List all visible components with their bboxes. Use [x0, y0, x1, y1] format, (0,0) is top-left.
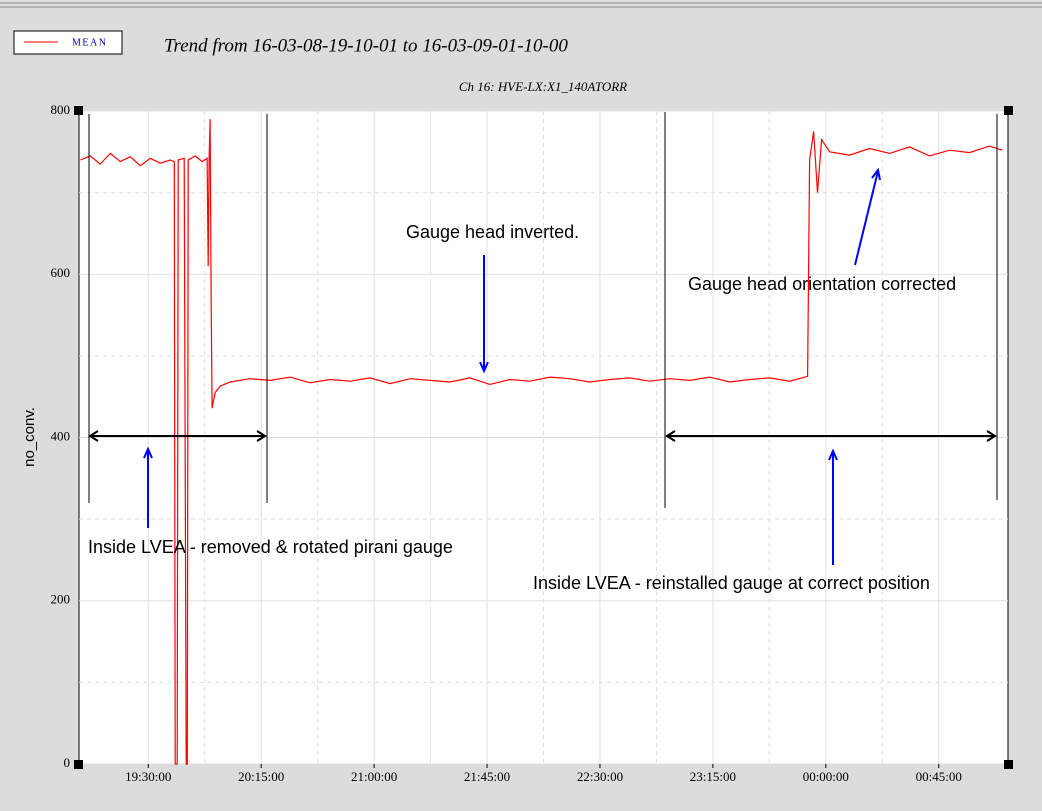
grid: [79, 110, 1008, 765]
annotation: Inside LVEA - removed & rotated pirani g…: [88, 537, 453, 557]
corner-marker: [1004, 760, 1013, 769]
annotation-shapes: [88, 112, 998, 508]
annotation: Gauge head orientation corrected: [688, 274, 956, 294]
arrow-head: [665, 430, 997, 442]
corner-marker: [74, 760, 83, 769]
legend-label: MEAN: [72, 37, 107, 48]
y-tick-label: 200: [51, 592, 71, 607]
corner-marker: [1004, 106, 1013, 115]
corner-markers: [74, 106, 1013, 769]
arrow-head: [828, 448, 838, 461]
pointer-arrow: [854, 170, 879, 266]
arrow-head: [143, 446, 153, 459]
x-tick-label: 00:00:00: [803, 769, 849, 784]
x-tick-label: 21:45:00: [464, 769, 510, 784]
arrow-head: [88, 430, 267, 442]
marks: [80, 119, 1003, 765]
annotation: Inside LVEA - reinstalled gauge at corre…: [533, 573, 930, 593]
annotation: Gauge head inverted.: [406, 222, 579, 242]
chart-title: Trend from 16-03-08-19-10-01 to 16-03-09…: [164, 35, 568, 56]
x-tick-label: 22:30:00: [577, 769, 623, 784]
arrow-head: [871, 167, 881, 181]
x-tick-label: 19:30:00: [125, 769, 171, 784]
x-tick-label: 00:45:00: [916, 769, 962, 784]
corner-marker: [74, 106, 83, 115]
chart-subtitle: Ch 16: HVE-LX:X1_140ATORR: [459, 79, 627, 94]
data-line: [80, 119, 1003, 765]
arrow-head: [479, 361, 489, 374]
y-tick-label: 0: [64, 755, 71, 770]
y-tick-label: 800: [51, 102, 71, 117]
x-tick-label: 21:00:00: [351, 769, 397, 784]
y-tick-label: 400: [51, 428, 71, 443]
legend-box: [13, 30, 123, 55]
x-tick-label: 20:15:00: [238, 769, 284, 784]
pointer-arrows: [143, 167, 881, 565]
y-axis-label: no_conv.: [21, 407, 38, 467]
y-tick-label: 600: [51, 265, 71, 280]
x-tick-label: 23:15:00: [690, 769, 736, 784]
